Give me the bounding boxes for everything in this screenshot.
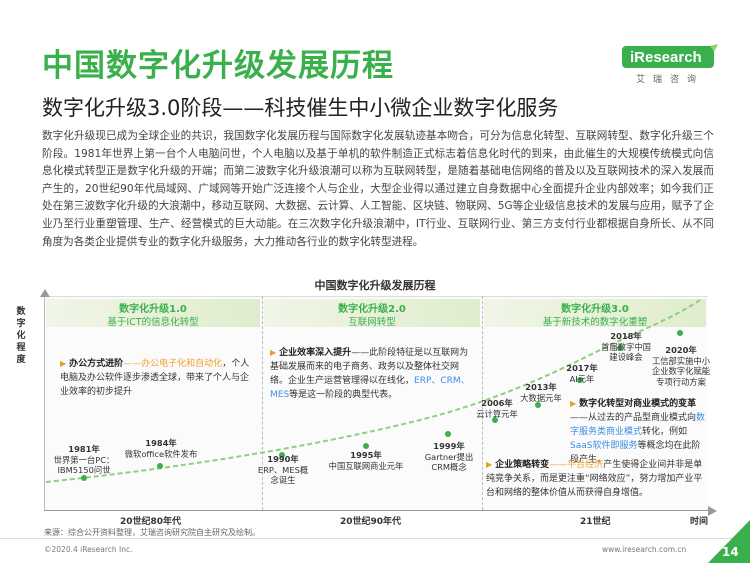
stage-title-2: 数字化升级2.0 [338, 304, 406, 315]
x-axis-line [44, 510, 712, 511]
event-dot [279, 452, 285, 458]
event-2020: 2020年 工信部实施中小 企业数字化赋能 专项行动方案 [651, 345, 711, 387]
x-label-21c: 21世纪 [580, 517, 611, 527]
stage-divider [262, 296, 263, 510]
event-1995: 1995年 中国互联网商业元年 [328, 450, 404, 471]
event-dot [445, 431, 451, 437]
y-axis-label: 数字化程度 [16, 307, 26, 365]
event-dot [492, 417, 498, 423]
timeline-area [44, 296, 708, 510]
event-1990: 1990年 ERP、MES概 念诞生 [257, 454, 309, 485]
bullet-triangle-icon: ▶ [570, 399, 577, 408]
iresearch-logo: iResearch [622, 44, 718, 68]
event-dot [577, 377, 583, 383]
stage3-bullet-1: ▶ 数字化转型对商业模式的变革——从过去的产品型商业模式向数字服务类商业模式转化，… [570, 399, 706, 465]
stage3-bullet-2: ▶ 企业策略转变——平台经济产生使得企业间并非是单纯竞争关系，而是更注重“网络效应… [486, 460, 703, 498]
y-axis-arrow [40, 289, 50, 297]
event-1999: 1999年 Gartner提出 CRM概念 [424, 441, 474, 472]
page-title: 中国数字化升级发展历程 [42, 48, 394, 84]
event-dot [617, 345, 623, 351]
event-1981: 1981年 世界第一台PC： IBM5150问世 [53, 444, 115, 475]
event-2017: 2017年 AI元年 [566, 363, 598, 384]
stage-title-3: 数字化升级3.0 [561, 304, 629, 315]
page-subtitle: 数字化升级3.0阶段——科技催生中小微企业数字化服务 [42, 96, 559, 120]
chart-title: 中国数字化升级发展历程 [314, 279, 436, 292]
bullet-triangle-icon: ▶ [60, 359, 67, 368]
event-dot [81, 475, 87, 481]
copyright: ©2020.4 iResearch Inc. [44, 545, 133, 554]
event-2013: 2013年 大数据元年 [520, 382, 562, 403]
source-note: 来源：综合公开资料整理，艾瑞咨询研究院自主研究及绘制。 [44, 528, 260, 537]
stage-desc-3: 基于新技术的数字化重塑 [542, 317, 648, 328]
event-dot [157, 463, 163, 469]
event-2018: 2018年 首届数字中国 建设峰会 [601, 331, 651, 362]
x-axis-arrow [708, 506, 717, 516]
bullet-triangle-icon: ▶ [486, 460, 493, 469]
event-dot [535, 402, 541, 408]
intro-paragraph: 数字化升级现已成为全球企业的共识，我国数字化发展历程与国际数字化发展轨迹基本吻合… [42, 130, 714, 248]
stage-desc-2: 互联网转型 [348, 317, 396, 328]
footer-divider [0, 538, 750, 539]
stage1-bullet: ▶ 办公方式进阶——办公电子化和自动化，个人电脑及办公软件逐步渗透全球，带来了个人… [60, 359, 250, 397]
event-dot [677, 330, 683, 336]
x-label-80s: 20世纪80年代 [120, 517, 182, 527]
stage2-bullet: ▶ 企业效率深入提升——此阶段特征是以互联网为基础发展而来的电子商务、政务以及整体… [270, 348, 470, 400]
x-label-90s: 20世纪90年代 [340, 517, 402, 527]
stage-band [46, 299, 260, 327]
stage-desc-1: 基于ICT的信息化转型 [107, 317, 199, 328]
event-2006: 2006年 云计算元年 [476, 398, 518, 419]
x-axis-title: 时间 [690, 517, 709, 527]
stage-title-1: 数字化升级1.0 [119, 304, 187, 315]
logo-subtitle: 艾瑞咨询 [636, 75, 705, 85]
website-link[interactable]: www.iresearch.com.cn [602, 545, 687, 554]
stage-band [484, 299, 706, 327]
logo-text: iResearch [630, 49, 702, 66]
bullet-triangle-icon: ▶ [270, 348, 277, 357]
stage-divider [482, 296, 483, 510]
event-1984: 1984年 微软office软件发布 [124, 438, 198, 459]
page-number: 14 [722, 545, 739, 559]
stage-band [264, 299, 480, 327]
page-number-badge [708, 520, 750, 563]
event-dot [363, 443, 369, 449]
